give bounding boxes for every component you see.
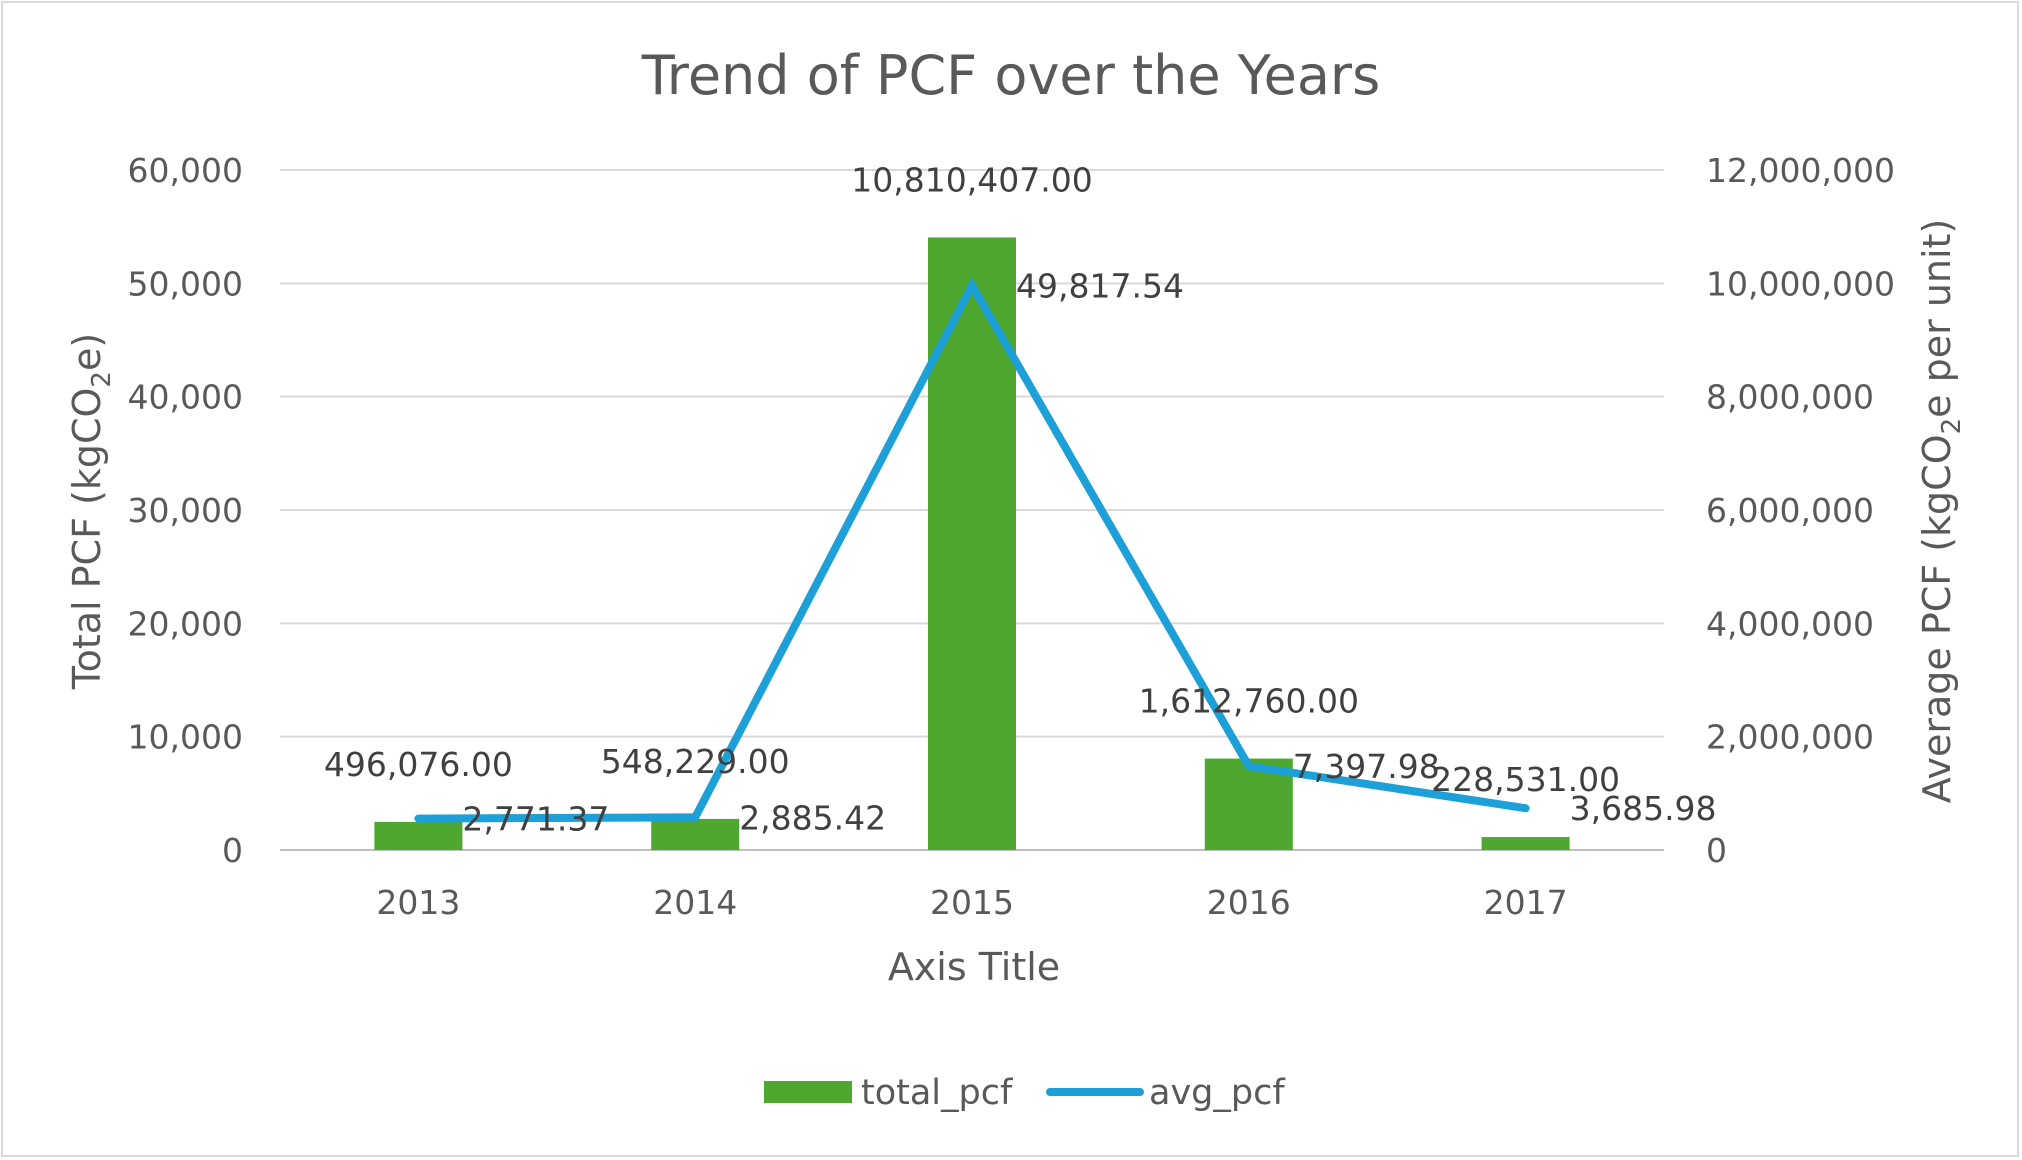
x-tick-label: 2014	[653, 883, 737, 922]
y-axis-title-right: Average PCF (kgCO2e per unit)	[1915, 219, 1967, 804]
x-axis-title: Axis Title	[888, 945, 1060, 989]
bar	[374, 821, 463, 850]
x-tick-label: 2017	[1484, 883, 1568, 922]
legend-label-avg-pcf: avg_pcf	[1149, 1073, 1285, 1113]
bar	[1481, 837, 1570, 850]
line-data-label: 7,397.98	[1293, 747, 1440, 786]
y-tick-label-left: 50,000	[128, 264, 243, 303]
legend-swatch-total-pcf	[764, 1081, 852, 1103]
data-labels: 496,076.00 548,229.00 10,810,407.00 1,612,7…	[324, 160, 1717, 838]
bar-data-label: 10,810,407.00	[851, 160, 1092, 199]
bar-data-label: 228,531.00	[1431, 760, 1620, 799]
y-tick-label-right: 4,000,000	[1706, 604, 1874, 643]
legend: total_pcf avg_pcf	[764, 1073, 1285, 1113]
avg-pcf-line	[414, 277, 1530, 823]
y-tick-label-left: 10,000	[128, 718, 243, 757]
line-series	[414, 277, 1530, 823]
line-data-label: 3,685.98	[1570, 789, 1717, 828]
y-tick-label-right: 2,000,000	[1706, 718, 1874, 757]
line-data-label: 2,771.37	[462, 800, 609, 839]
legend-label-total-pcf: total_pcf	[861, 1073, 1013, 1113]
x-tick-label: 2015	[930, 883, 1014, 922]
chart-title: Trend of PCF over the Years	[641, 44, 1381, 107]
tick-labels: 0 0 10,000 2,000,000 20,000 4,000,000 30,000 6,…	[128, 151, 1895, 922]
bar-data-label: 1,612,760.00	[1139, 682, 1359, 721]
y-tick-label-left: 30,000	[128, 491, 243, 530]
y-tick-label-right: 0	[1706, 831, 1727, 870]
y-tick-label-left: 40,000	[128, 378, 243, 417]
y-tick-label-right: 12,000,000	[1706, 151, 1895, 190]
bar	[651, 818, 740, 850]
line-data-label: 2,885.42	[739, 798, 886, 837]
y-tick-label-right: 6,000,000	[1706, 491, 1874, 530]
y-tick-label-left: 0	[222, 831, 243, 870]
x-tick-label: 2013	[376, 883, 460, 922]
bar-data-label: 496,076.00	[324, 745, 513, 784]
y-tick-label-left: 20,000	[128, 604, 243, 643]
y-axis-title-left: Total PCF (kgCO2e)	[65, 333, 117, 690]
gridlines	[280, 169, 1664, 851]
bar-data-label: 548,229.00	[601, 742, 790, 781]
line-data-label: 49,817.54	[1016, 266, 1184, 305]
y-tick-label-left: 60,000	[128, 151, 243, 190]
y-tick-label-right: 8,000,000	[1706, 378, 1874, 417]
y-tick-label-right: 10,000,000	[1706, 264, 1895, 303]
bar	[928, 237, 1016, 850]
x-tick-label: 2016	[1207, 883, 1291, 922]
